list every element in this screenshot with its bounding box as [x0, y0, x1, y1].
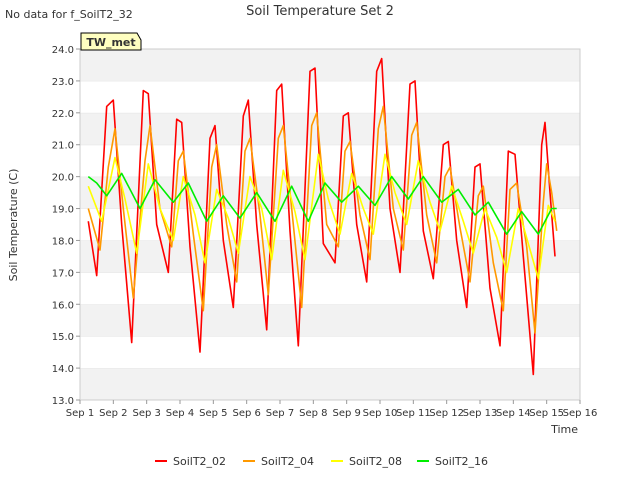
- band: [80, 240, 580, 273]
- plot-frame: [79, 48, 581, 401]
- x-tick-label: Sep 13: [463, 408, 498, 419]
- y-tick-label: 16.0: [52, 300, 74, 311]
- y-tick-label: 19.0: [52, 205, 74, 216]
- no-data-notice: No data for f_SoilT2_32: [5, 8, 133, 21]
- band: [80, 49, 580, 81]
- y-tick-label: 15.0: [52, 332, 74, 343]
- legend-label: SoilT2_04: [261, 455, 314, 468]
- x-tick-label: Sep 1: [66, 408, 94, 419]
- series-lines: [87, 57, 558, 376]
- legend-label: SoilT2_02: [173, 455, 226, 468]
- series-line-soilt2-16: [87, 172, 557, 235]
- x-tick-label: Sep 4: [166, 408, 194, 419]
- y-tick-label: 22.0: [52, 109, 74, 120]
- x-tick-label: Sep 12: [429, 408, 464, 419]
- series-line-soilt2-02: [87, 57, 556, 376]
- x-tick-label: Sep 14: [496, 408, 531, 419]
- legend: SoilT2_02 SoilT2_04 SoilT2_08 SoilT2_16: [155, 455, 488, 468]
- station-tag-label: TW_met: [86, 36, 135, 49]
- x-tick-label: Sep 2: [99, 408, 127, 419]
- band: [80, 80, 580, 113]
- x-tick-label: Sep 16: [563, 408, 598, 419]
- band: [80, 336, 580, 369]
- series-line-soilt2-08: [87, 153, 556, 280]
- band: [80, 304, 580, 337]
- y-tick-label: 18.0: [52, 236, 74, 247]
- band: [80, 112, 580, 145]
- station-tag-box: [80, 32, 142, 51]
- x-axis-label: Time: [550, 423, 578, 436]
- y-tick-label: 20.0: [52, 173, 74, 184]
- x-tick-label: Sep 10: [363, 408, 398, 419]
- y-tick-label: 14.0: [52, 364, 74, 375]
- x-tick-label: Sep 5: [199, 408, 227, 419]
- legend-label: SoilT2_08: [349, 455, 402, 468]
- band: [80, 144, 580, 177]
- y-tick-label: 21.0: [52, 141, 74, 152]
- chart-title: Soil Temperature Set 2: [246, 4, 394, 19]
- x-axis-ticks: Sep 1 Sep 2 Sep 3 Sep 4 Sep 5 Sep 6 Sep 7 Sep 8…: [66, 400, 598, 419]
- y-tick-label: 13.0: [52, 396, 74, 407]
- x-tick-label: Sep 3: [132, 408, 160, 419]
- x-tick-label: Sep 15: [529, 408, 564, 419]
- y-tick-label: 24.0: [52, 45, 74, 56]
- series-line-soilt2-04: [87, 105, 558, 334]
- x-tick-label: Sep 9: [332, 408, 360, 419]
- station-tag: TW_met: [80, 32, 142, 51]
- x-tick-label: Sep 6: [232, 408, 260, 419]
- y-tick-label: 17.0: [52, 268, 74, 279]
- y-axis-label: Soil Temperature (C): [7, 169, 20, 282]
- x-tick-label: Sep 11: [396, 408, 431, 419]
- x-tick-label: Sep 8: [299, 408, 327, 419]
- legend-label: SoilT2_16: [435, 455, 488, 468]
- band: [80, 368, 580, 400]
- y-axis-ticks: 13.0 14.0 15.0 16.0 17.0 18.0 19.0 20.0 21.0 22.0…: [52, 45, 80, 407]
- x-tick-label: Sep 7: [266, 408, 294, 419]
- y-tick-label: 23.0: [52, 77, 74, 88]
